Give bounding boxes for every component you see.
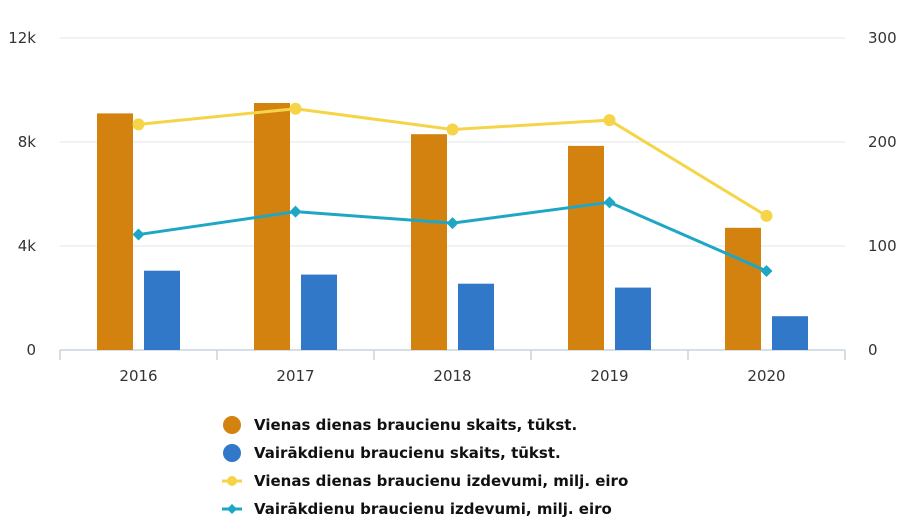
legend-item[interactable]: Vienas dienas braucienu izdevumi, milj. …: [222, 472, 628, 490]
bar: [568, 145, 604, 350]
x-axis-tick-label: 2017: [276, 367, 314, 385]
x-axis-tick-label: 2019: [590, 367, 628, 385]
bar-layer: [97, 103, 808, 351]
series-line: [138, 200, 768, 273]
left-axis-tick-label: 12k: [8, 29, 36, 47]
bar: [97, 113, 133, 351]
x-axis-tick-label: 2020: [747, 367, 785, 385]
legend-label: Vienas dienas braucienu izdevumi, milj. …: [254, 472, 628, 490]
legend-label: Vairākdienu braucienu skaits, tūkst.: [254, 444, 561, 462]
bar: [301, 274, 337, 350]
data-point: [446, 217, 459, 230]
data-point: [132, 228, 145, 241]
legend-label: Vairākdienu braucienu izdevumi, milj. ei…: [254, 500, 612, 518]
legend: Vienas dienas braucienu skaits, tūkst. Va…: [222, 416, 628, 518]
legend-symbol: [223, 444, 241, 462]
right-axis-tick-label: 200: [868, 133, 897, 151]
right-axis-tick-label: 0: [868, 341, 878, 359]
bar: [254, 103, 290, 350]
grid-layer: [60, 37, 845, 247]
x-axis-tick-label: 2016: [119, 367, 157, 385]
bar: [725, 227, 761, 350]
left-axis-tick-label: 4k: [18, 237, 37, 255]
legend-symbol: [223, 416, 241, 434]
data-point: [132, 118, 145, 131]
data-point: [603, 196, 616, 209]
data-point: [446, 123, 459, 136]
legend-item[interactable]: Vairākdienu braucienu izdevumi, milj. ei…: [222, 500, 612, 518]
bar: [144, 270, 180, 350]
left-axis-tick-label: 8k: [18, 133, 37, 151]
data-point: [603, 114, 616, 127]
left-axis-tick-label: 0: [26, 341, 36, 359]
legend-symbol: [227, 476, 237, 486]
x-axis-tick-label: 2018: [433, 367, 471, 385]
bar: [615, 287, 651, 350]
legend-item[interactable]: Vairākdienu braucienu skaits, tūkst.: [223, 444, 561, 462]
legend-label: Vienas dienas braucienu skaits, tūkst.: [254, 416, 577, 434]
legend-symbol: [227, 504, 237, 514]
legend-item[interactable]: Vienas dienas braucienu skaits, tūkst.: [223, 416, 577, 434]
data-point: [289, 205, 302, 218]
bar: [772, 316, 808, 350]
bar: [458, 283, 494, 350]
data-point: [760, 264, 773, 277]
data-point: [289, 102, 302, 115]
axis-layer: 0 4k 8k 12k 0 100 200 300 2016 2017 2018 2019 2020: [8, 29, 896, 385]
right-axis-tick-label: 300: [868, 29, 897, 47]
right-axis-tick-label: 100: [868, 237, 897, 255]
line-layer: [132, 102, 773, 277]
bar: [411, 134, 447, 350]
data-point: [760, 209, 773, 222]
